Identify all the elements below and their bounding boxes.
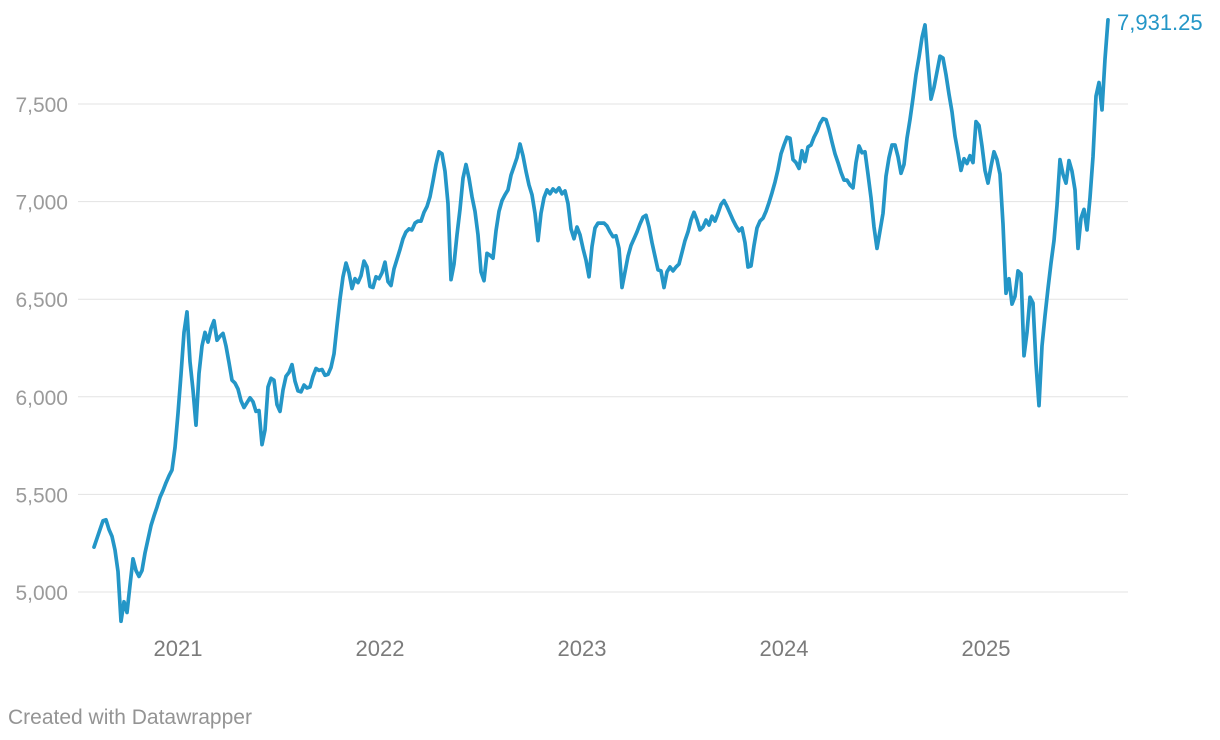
y-axis-tick-label: 7,000 xyxy=(15,192,68,215)
y-axis-tick-label: 7,500 xyxy=(15,94,68,117)
y-axis-tick-label: 5,000 xyxy=(15,582,68,605)
x-axis-tick-label: 2025 xyxy=(962,636,1011,661)
series-line xyxy=(92,17,1110,624)
x-axis-tick-label: 2024 xyxy=(760,636,809,661)
y-axis-tick-label: 6,500 xyxy=(15,289,68,312)
x-axis-tick-label: 2023 xyxy=(558,636,607,661)
y-axis-tick-label: 6,000 xyxy=(15,387,68,410)
x-axis-tick-label: 2022 xyxy=(356,636,405,661)
y-axis-tick-label: 5,500 xyxy=(15,484,68,507)
last-value-label: 7,931.25 xyxy=(1117,10,1203,35)
x-axis-tick-label: 2021 xyxy=(154,636,203,661)
datawrapper-attribution: Created with Datawrapper xyxy=(8,706,252,729)
